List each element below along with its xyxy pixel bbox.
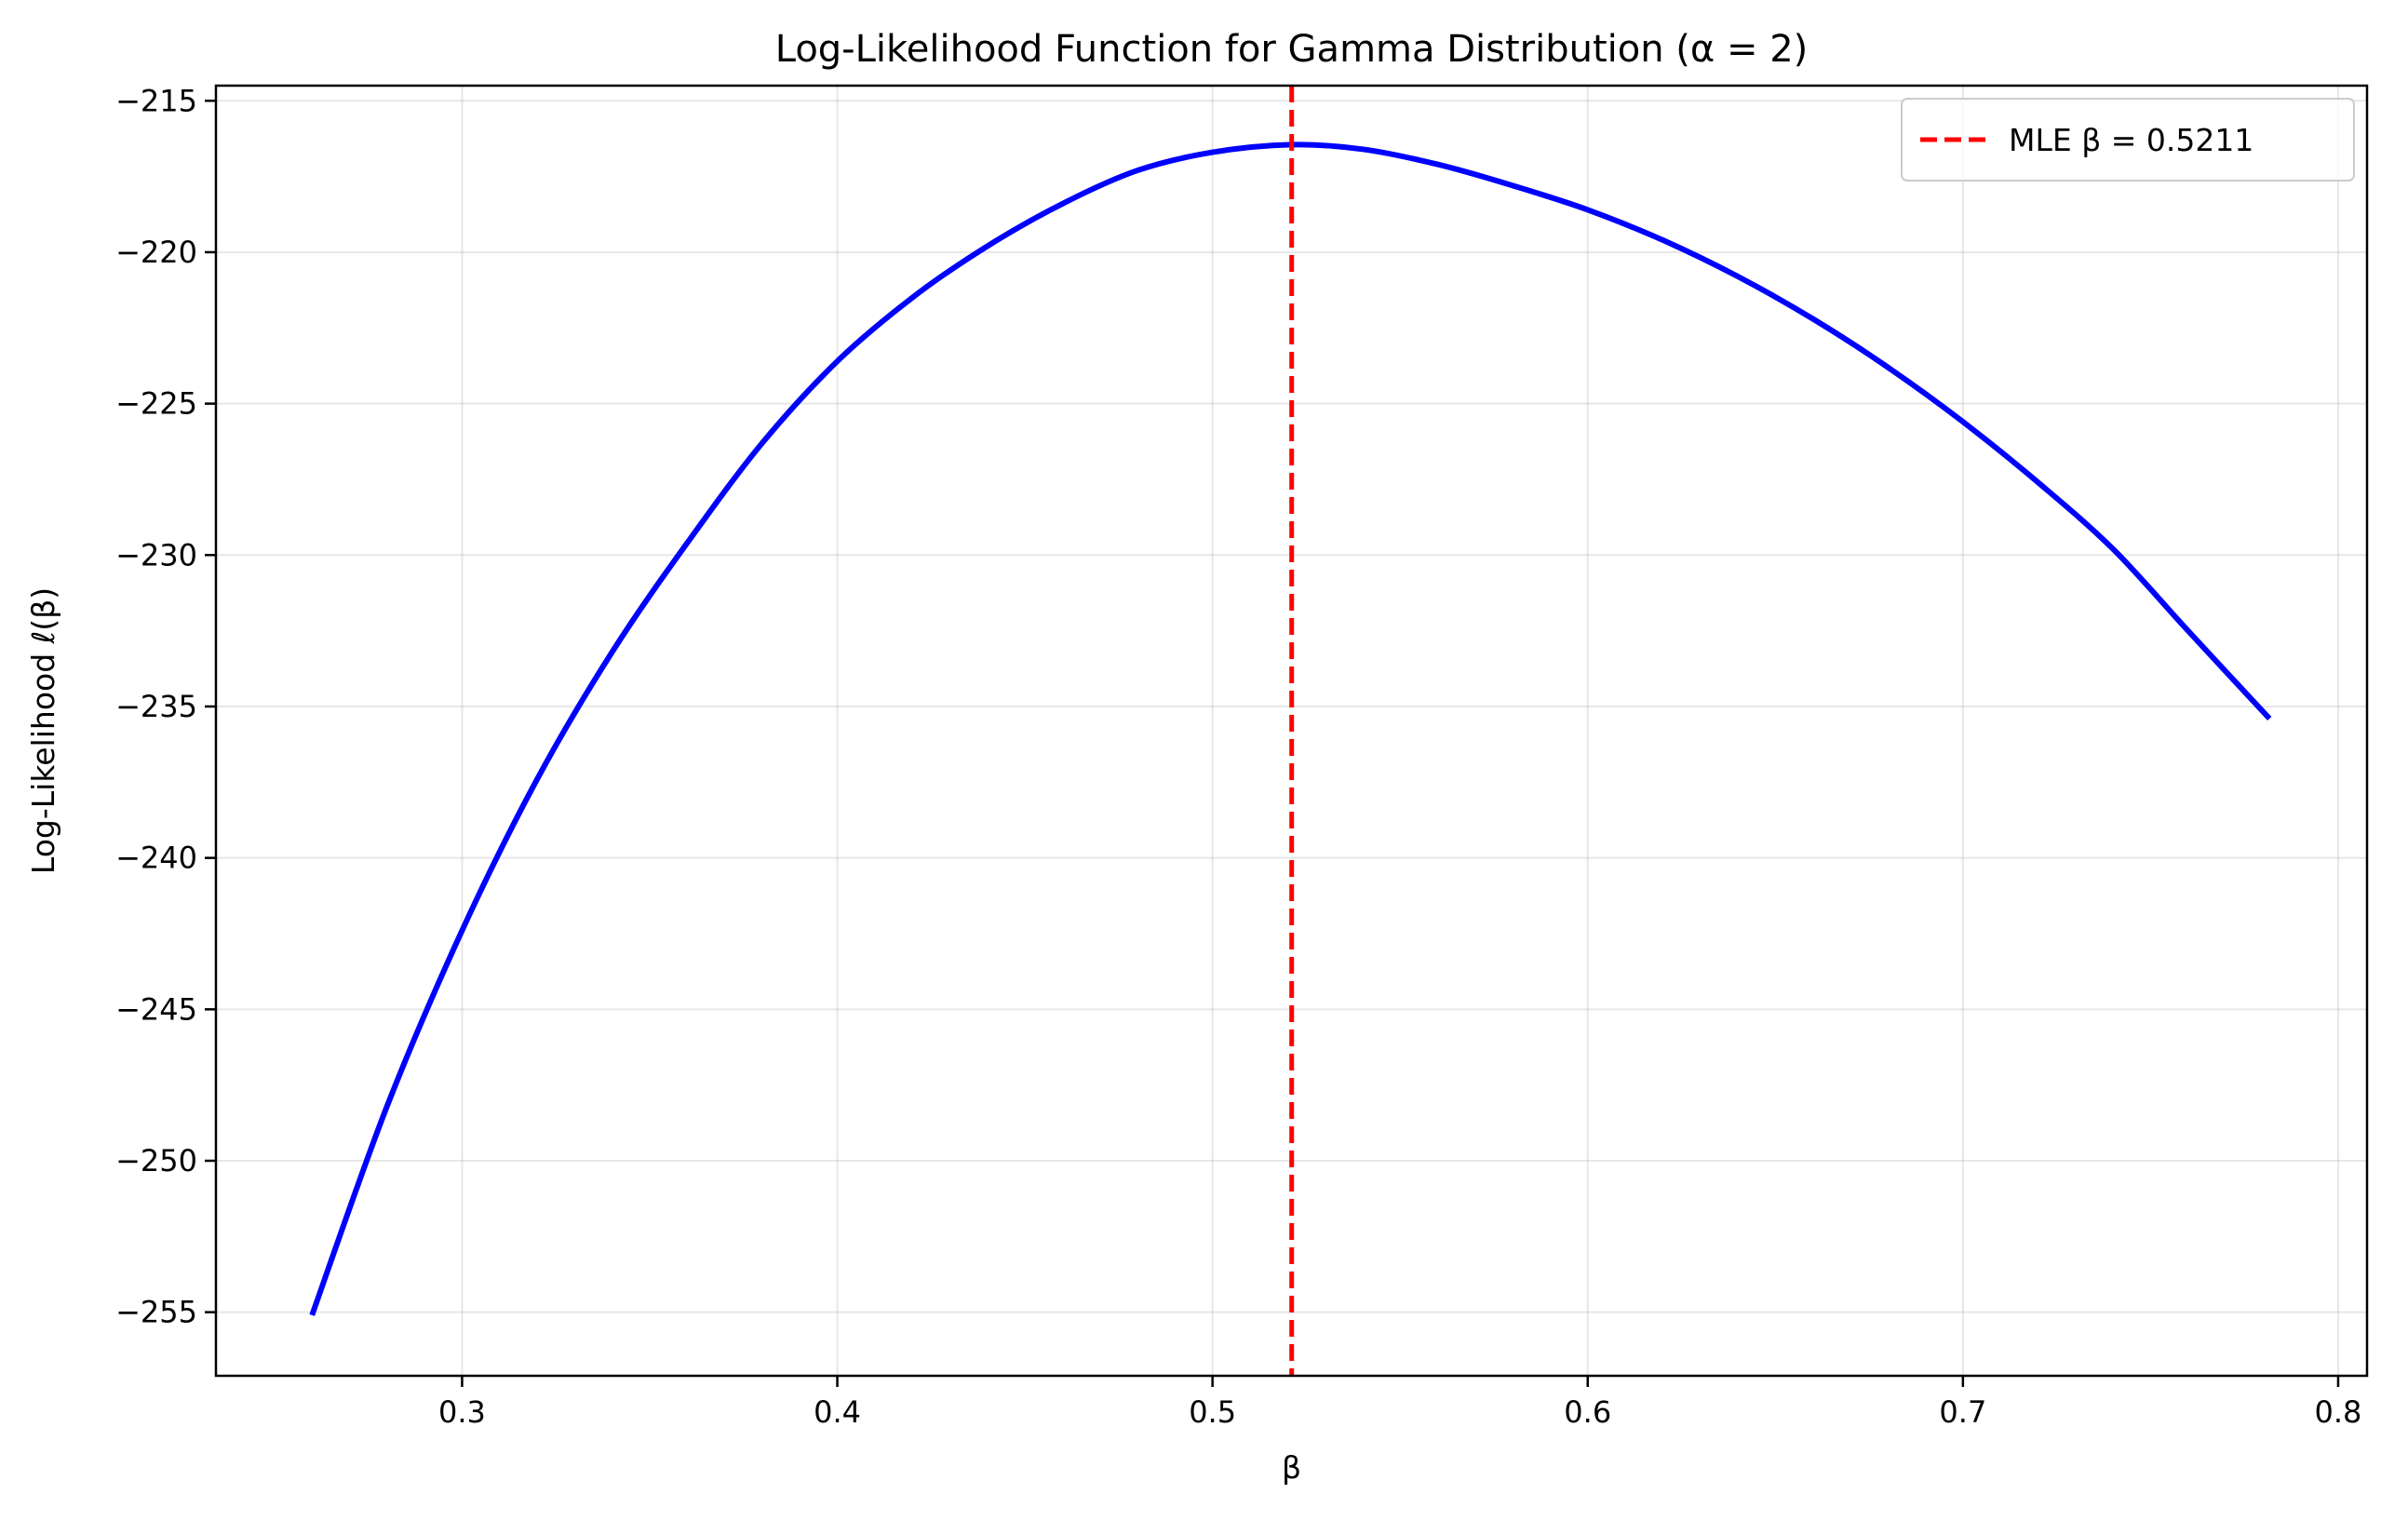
plot-frame <box>214 84 2369 1378</box>
y-axis-label: Log-Likelihood ℓ(β) <box>25 587 61 874</box>
y-tick-label: −245 <box>115 991 197 1027</box>
y-tick-label: −225 <box>115 386 197 422</box>
x-tick-label: 0.4 <box>814 1394 861 1430</box>
x-axis: 0.3 0.4 0.5 0.6 0.7 0.8 <box>438 1376 2361 1430</box>
x-tick-label: 0.3 <box>438 1394 486 1430</box>
legend-box <box>1901 98 2355 182</box>
y-tick-label: −220 <box>115 235 197 270</box>
chart-title: Log-Likelihood Function for Gamma Distri… <box>775 28 1809 71</box>
y-tick-label: −250 <box>115 1143 197 1178</box>
y-tick-label: −255 <box>115 1295 197 1330</box>
x-tick-label: 0.5 <box>1189 1394 1236 1430</box>
x-axis-label: β <box>1282 1449 1301 1486</box>
y-axis: −215 −220 −225 −230 −235 −240 −245 −250 −255 <box>115 83 216 1330</box>
series-line-log-likelihood <box>309 141 2272 1316</box>
legend-entry-mle: MLE β = 0.5211 <box>2009 122 2253 158</box>
x-tick-label: 0.7 <box>1939 1394 1986 1430</box>
y-tick-label: −240 <box>115 841 197 876</box>
x-tick-label: 0.6 <box>1564 1394 1611 1430</box>
y-tick-label: −235 <box>115 689 197 724</box>
y-tick-label: −215 <box>115 83 197 118</box>
x-tick-label: 0.8 <box>2315 1394 2362 1430</box>
legend: MLE β = 0.5211 <box>1901 98 2355 182</box>
y-tick-label: −230 <box>115 537 197 572</box>
